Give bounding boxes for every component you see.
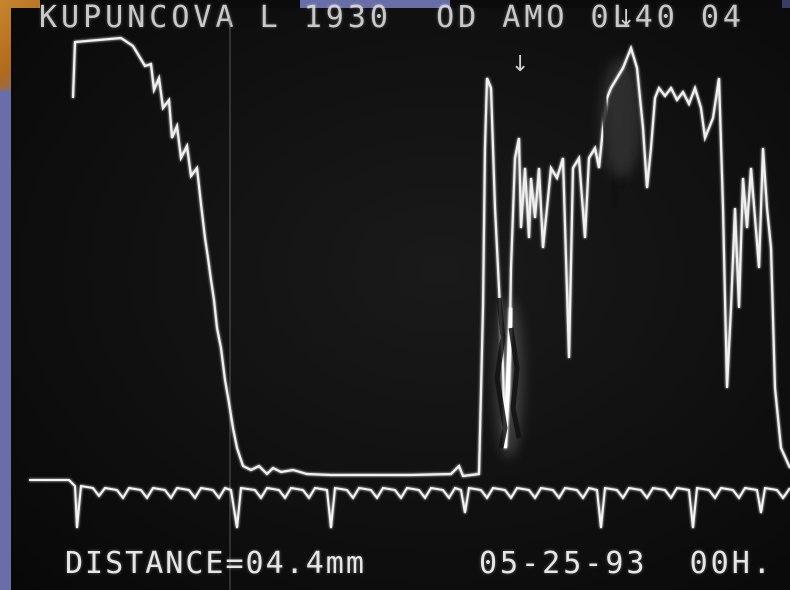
- scribble-glow: [601, 58, 641, 178]
- oscilloscope-screen: KUPUNCOVA L 1930 OD AMO 0L40 04: [11, 0, 790, 590]
- pressure-trace: [71, 36, 790, 478]
- datetime-label: 05-25-93 00H.: [479, 546, 774, 581]
- ecg-trace: [29, 479, 790, 529]
- arrow-down-marker-1: ↓: [511, 52, 530, 77]
- trace-layer: [29, 18, 790, 590]
- header-text: KUPUNCOVA L 1930 OD AMO 0L40 04: [39, 0, 745, 35]
- distance-label: DISTANCE=04.4mm: [65, 546, 366, 581]
- top-blue-frame: [300, 0, 450, 8]
- left-blue-frame: [0, 90, 11, 590]
- arrow-down-marker-2: ↓: [617, 6, 636, 31]
- annotation-scribble-1: [494, 297, 522, 449]
